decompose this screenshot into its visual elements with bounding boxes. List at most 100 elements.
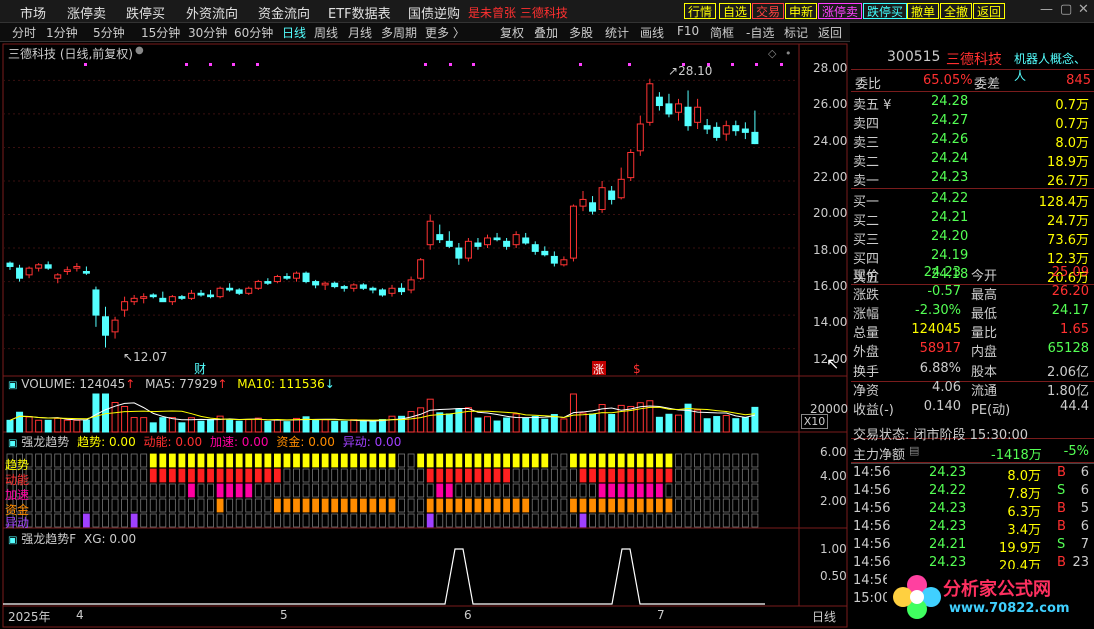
ind1-cell xyxy=(54,498,62,513)
candle-body xyxy=(579,198,587,207)
ind1-cell xyxy=(321,468,329,483)
ind1-cell xyxy=(570,483,577,498)
ind1-cell xyxy=(369,453,377,468)
tool-add-watchlist[interactable]: -自选 xyxy=(746,26,775,40)
ind1-cell xyxy=(254,483,262,498)
ind1-cell xyxy=(531,513,539,528)
candle-body xyxy=(369,287,377,291)
ind1-cell xyxy=(44,498,52,513)
date-period[interactable]: 日线 xyxy=(812,610,837,624)
ind1-cell xyxy=(665,483,673,498)
ind1-cell xyxy=(35,483,43,498)
ask-label: 卖五 ¥ xyxy=(853,98,892,113)
ind1-cell xyxy=(598,468,606,483)
volume-bar xyxy=(207,418,215,433)
menu-fund-flow[interactable]: 资金流向 xyxy=(258,7,311,22)
ind1-cell xyxy=(598,498,606,513)
ind1-cell xyxy=(359,468,367,483)
stat-row: 涨跌 -0.57 最高 26.20 xyxy=(851,283,1091,303)
close-icon[interactable]: ✕ xyxy=(1078,2,1089,17)
quote-button[interactable]: 行情 xyxy=(684,3,717,19)
signal-dot xyxy=(84,63,87,66)
menu-limit-down-buy[interactable]: 跌停买 xyxy=(126,7,166,22)
tick-price: 24.23 xyxy=(929,501,967,516)
tab-daily[interactable]: 日线 xyxy=(282,26,307,40)
ind1-cell xyxy=(207,468,214,483)
stat-label: 最高 xyxy=(971,288,998,303)
tool-f10[interactable]: F10 xyxy=(677,24,700,38)
trade-button[interactable]: 交易 xyxy=(752,3,785,19)
maximize-icon[interactable]: ▢ xyxy=(1060,2,1073,17)
menu-foreign-flow[interactable]: 外资流向 xyxy=(186,7,239,22)
volume-bar xyxy=(617,404,625,433)
ind1-cell xyxy=(398,483,405,498)
menu-repo[interactable]: 国债逆购 xyxy=(408,7,461,22)
cancel-all-button[interactable]: 全撤 xyxy=(940,3,973,19)
ind1-cell xyxy=(226,483,234,498)
zhang-marker: 涨 xyxy=(593,363,604,376)
tab-monthly[interactable]: 月线 xyxy=(348,26,373,40)
ask-price: 24.28 xyxy=(931,94,969,109)
new-share-button[interactable]: 申新 xyxy=(785,3,818,19)
ind1-cell xyxy=(331,513,339,528)
limit-down-buy-button[interactable]: 跌停买 xyxy=(863,3,908,19)
ind1-cell xyxy=(503,468,511,483)
tab-5min[interactable]: 5分钟 xyxy=(93,26,125,40)
tab-intraday[interactable]: 分时 xyxy=(12,26,37,40)
menu-limit-up-sell[interactable]: 涨停卖 xyxy=(67,7,107,22)
candle-body xyxy=(340,286,348,289)
tab-more[interactable]: 更多 〉 xyxy=(425,26,465,40)
candle-body xyxy=(44,264,52,269)
candlesticks xyxy=(6,78,759,348)
cancel-order-button[interactable]: 撤单 xyxy=(907,3,940,19)
ask-label: 卖三 xyxy=(853,136,880,151)
tab-1min[interactable]: 1分钟 xyxy=(46,26,78,40)
ind1-cell xyxy=(283,453,291,468)
menu-market[interactable]: 市场 xyxy=(20,7,47,22)
watchlist-button[interactable]: 自选 xyxy=(719,3,752,19)
minimize-icon[interactable]: — xyxy=(1040,2,1053,17)
ind1-cell xyxy=(54,468,62,483)
stat-label: 内盘 xyxy=(971,345,998,360)
tool-mark[interactable]: 标记 xyxy=(784,26,809,40)
stat2-value: 6.88% xyxy=(919,361,961,376)
tick-count: 6 xyxy=(1080,483,1089,498)
ind1-cell xyxy=(493,483,501,498)
volume-bar xyxy=(235,420,243,433)
ind1-cell xyxy=(455,483,463,498)
tool-simple-frame[interactable]: 简框 xyxy=(710,26,735,40)
volume-bar xyxy=(407,411,415,433)
chart-option-icon[interactable]: ● xyxy=(135,45,144,56)
menu-return-button[interactable]: 返回 xyxy=(973,3,1006,19)
ind1-cell xyxy=(627,468,635,483)
volume-bar xyxy=(541,418,549,433)
chart-area[interactable]: ↗28.10 ↖12.07 财 涨 $ ◇ • xyxy=(0,42,851,629)
candle-body xyxy=(531,244,539,252)
tab-15min[interactable]: 15分钟 xyxy=(141,26,181,40)
tab-multi-period[interactable]: 多周期 xyxy=(381,26,418,40)
candle-body xyxy=(331,282,339,288)
low-annotation: ↖12.07 xyxy=(123,350,167,364)
tool-statistics[interactable]: 统计 xyxy=(605,26,630,40)
stat-value: -0.57 xyxy=(927,284,961,299)
ind1-cell xyxy=(493,498,501,513)
tool-multi-stock[interactable]: 多股 xyxy=(569,26,594,40)
ind1-cell xyxy=(732,468,740,483)
tool-return[interactable]: 返回 xyxy=(818,26,843,40)
tab-30min[interactable]: 30分钟 xyxy=(188,26,228,40)
ind1-cell xyxy=(570,513,577,528)
tool-overlay[interactable]: 叠加 xyxy=(534,26,559,40)
tool-draw-line[interactable]: 画线 xyxy=(640,26,665,40)
stats2-row: 收益(-) 0.140 PE(动) 44.4 xyxy=(851,398,1091,418)
tool-adjust[interactable]: 复权 xyxy=(500,26,525,40)
ind1-cell xyxy=(484,498,491,513)
volume-bar xyxy=(741,417,749,433)
limit-up-sell-button[interactable]: 涨停卖 xyxy=(818,3,863,19)
menu-etf-data[interactable]: ETF数据表 xyxy=(328,7,391,22)
candle-body xyxy=(741,128,749,133)
stat2-value: 2.06亿 xyxy=(1047,365,1089,380)
tab-60min[interactable]: 60分钟 xyxy=(234,26,274,40)
tab-weekly[interactable]: 周线 xyxy=(314,26,339,40)
volume-unit-badge[interactable]: X10 xyxy=(801,414,828,429)
ind1-cell xyxy=(522,483,530,498)
